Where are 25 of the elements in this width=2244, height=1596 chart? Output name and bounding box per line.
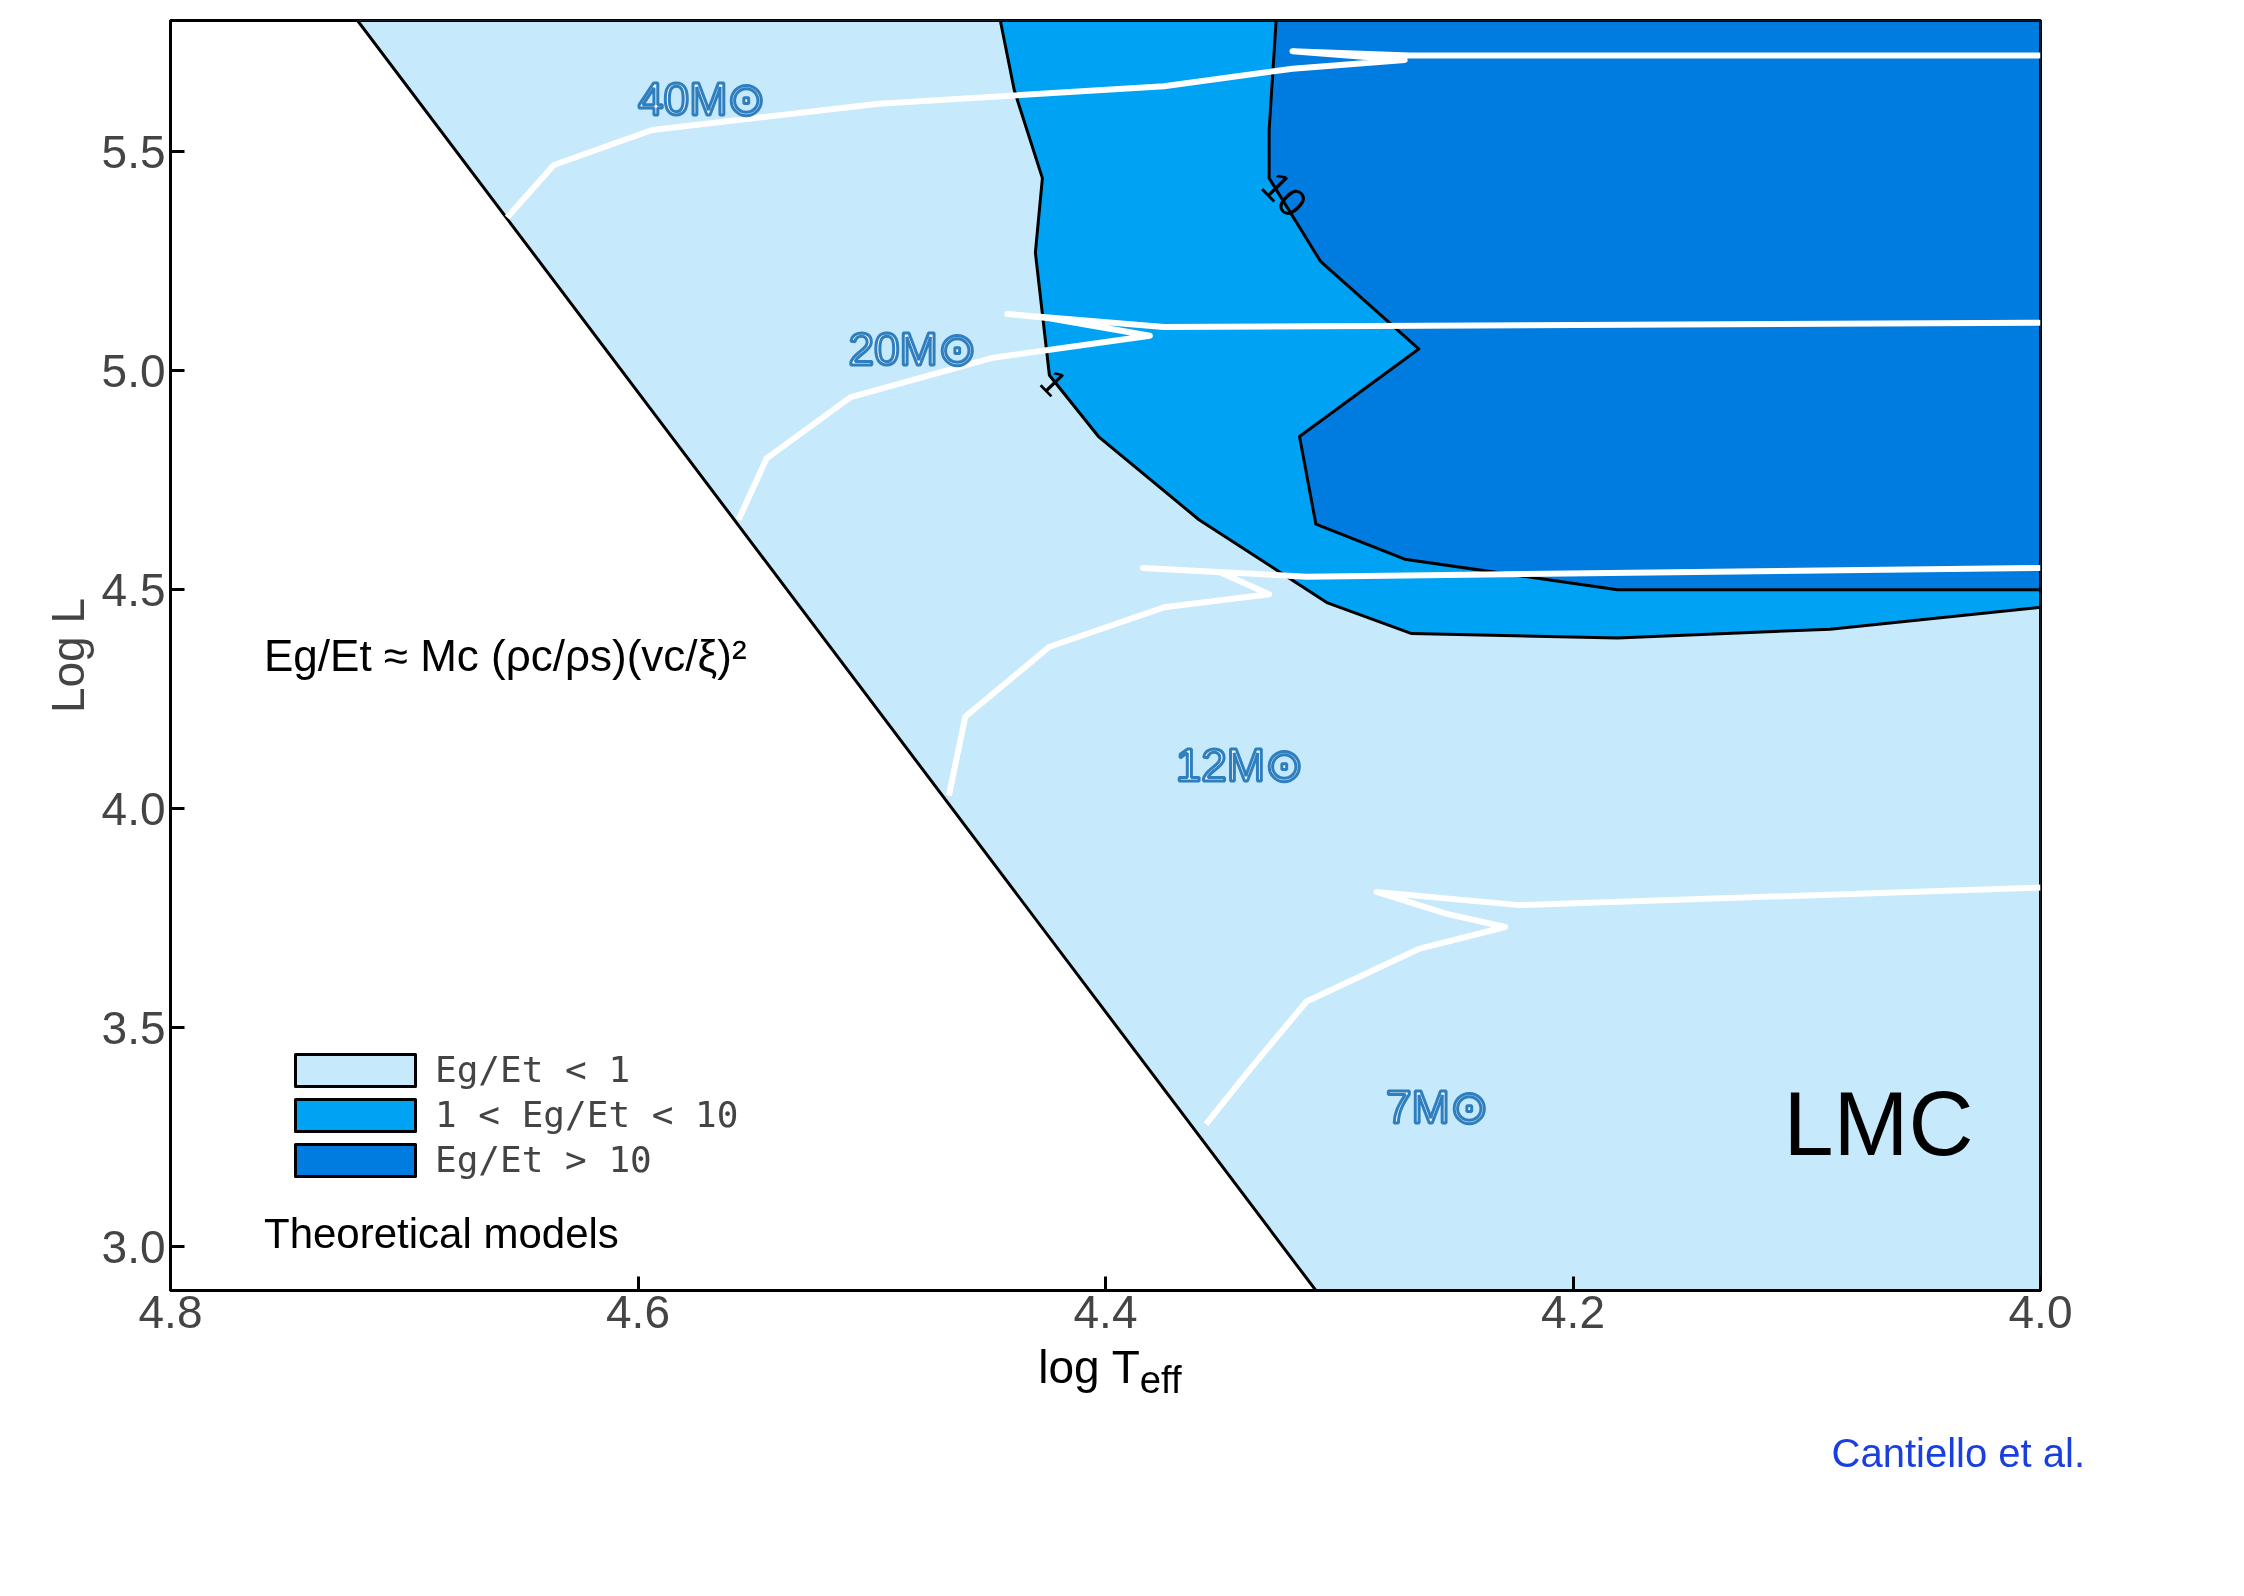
legend-label: Eg/Et < 1 <box>435 1049 631 1090</box>
y-tick-label: 3.5 <box>101 1001 166 1054</box>
text: Cantiello et al. <box>1830 1430 2085 1477</box>
x-tick-label: 4.0 <box>2008 1285 2073 1338</box>
y-tick-label: 3.0 <box>101 1220 166 1273</box>
annotation: 1 <box>1032 361 1076 405</box>
annotation: 20M⊙ <box>848 322 977 375</box>
y-tick-label: 4.0 <box>101 782 166 835</box>
annotation: Theoretical models <box>264 1210 619 1258</box>
x-tick-label: 4.2 <box>1541 1285 1605 1338</box>
legend-label: 1 < Eg/Et < 10 <box>435 1094 739 1135</box>
x-tick-label: 4.6 <box>606 1285 670 1338</box>
annotation: LMC <box>1783 1074 1974 1175</box>
x-tick-label: 4.8 <box>138 1285 203 1338</box>
annotation: Eg/Et ≈ Mc (ρc/ρs)(vc/ξ)² <box>264 631 747 680</box>
x-tick-label: 4.4 <box>1073 1285 1138 1338</box>
annotation: 12M⊙ <box>1175 738 1305 791</box>
y-tick-label: 5.5 <box>101 125 166 178</box>
y-tick-label: 5.0 <box>101 344 166 397</box>
legend-label: Eg/Et > 10 <box>435 1139 652 1180</box>
annotation: 40M⊙ <box>638 73 767 126</box>
annotation: 7M⊙ <box>1386 1080 1489 1133</box>
y-axis-title: Log L <box>41 597 94 714</box>
y-tick-label: 4.5 <box>101 563 166 616</box>
x-axis-title: log T$_{eff}$ <box>1038 1341 1182 1402</box>
